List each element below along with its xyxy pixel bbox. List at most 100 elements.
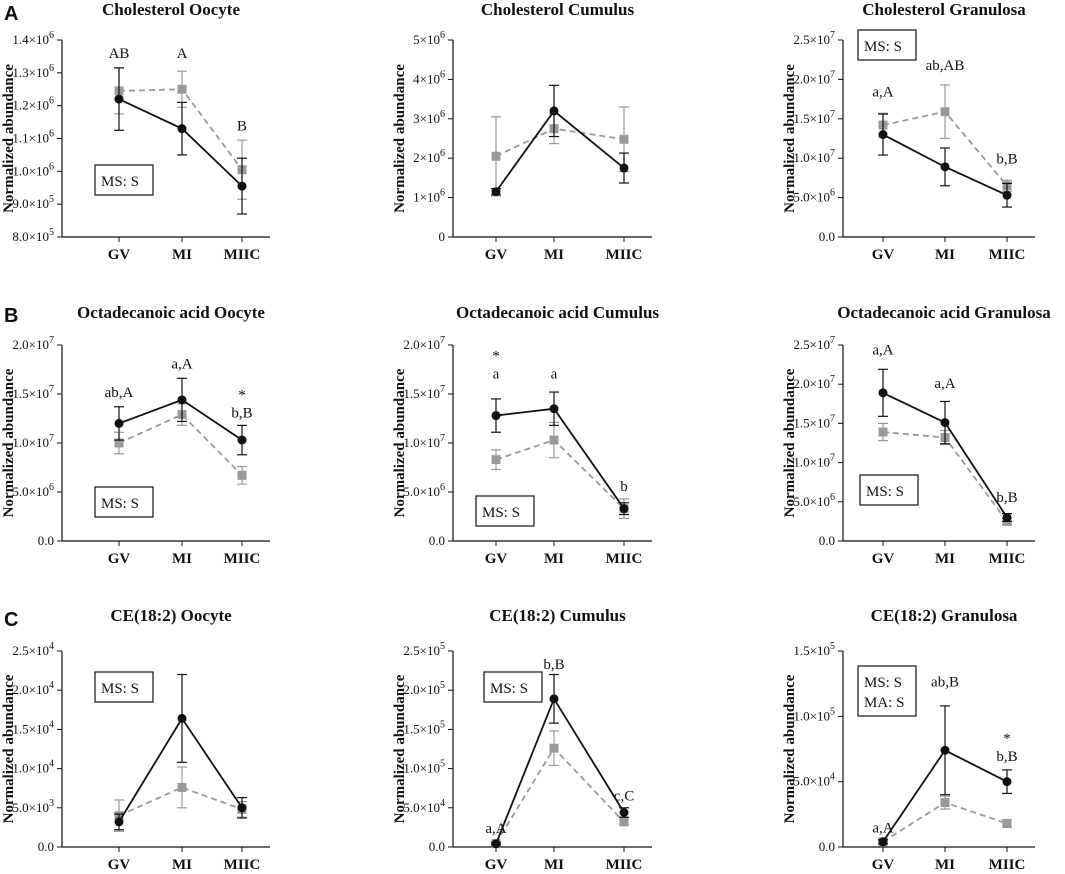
y-tick-label: 5×106 xyxy=(413,30,445,47)
data-point-square xyxy=(491,455,501,465)
significance-label: a,A xyxy=(872,85,893,101)
data-point-circle xyxy=(114,817,124,827)
y-tick-label: 1.0×105 xyxy=(793,706,835,723)
x-tick-label: GV xyxy=(872,247,895,263)
series-line xyxy=(495,109,625,193)
chart-title: Cholesterol Cumulus xyxy=(481,0,635,19)
data-point-circle xyxy=(878,130,888,140)
significance-label: a,A xyxy=(872,821,893,837)
x-tick-label: MIIC xyxy=(989,551,1026,567)
x-tick-label: MIIC xyxy=(989,857,1026,873)
y-tick-label: 0.0 xyxy=(819,839,835,854)
x-tick-label: MI xyxy=(544,247,564,263)
data-point-circle xyxy=(619,808,629,818)
stats-box-label: MS: S xyxy=(101,496,139,512)
y-tick-label: 5.0×104 xyxy=(793,772,835,789)
series-1 xyxy=(491,673,629,849)
y-tick-label: 0.0 xyxy=(38,839,54,854)
x-tick-label: MIIC xyxy=(606,551,643,567)
chart-title: CE(18:2) Cumulus xyxy=(489,606,626,625)
data-point-square xyxy=(177,84,187,94)
x-tick-label: GV xyxy=(485,551,508,567)
data-point-square xyxy=(619,817,629,827)
data-point-circle xyxy=(1002,777,1012,787)
x-tick-label: GV xyxy=(485,247,508,263)
x-tick-label: MI xyxy=(935,857,955,873)
y-tick-label: 1.0×104 xyxy=(12,759,54,776)
y-tick-label: 1.3×106 xyxy=(12,63,54,80)
series-line xyxy=(118,413,243,476)
y-tick-label: 0.0 xyxy=(819,229,835,244)
series-1 xyxy=(878,705,1012,847)
y-tick-label: 1.0×106 xyxy=(12,161,54,178)
significance-label: b xyxy=(620,479,628,495)
y-axis-label: Normalized abundance xyxy=(1,368,17,517)
stats-box xyxy=(475,495,535,527)
data-point-circle xyxy=(878,388,888,398)
data-point-square xyxy=(549,435,559,445)
y-tick-label: 1.4×106 xyxy=(12,30,54,47)
stats-box-label: MA: S xyxy=(864,695,904,711)
data-point-circle xyxy=(549,694,559,704)
y-tick-label: 1.5×104 xyxy=(12,719,54,736)
significance-label: AB xyxy=(109,46,130,62)
stats-box xyxy=(94,486,154,518)
stats-box xyxy=(94,164,154,196)
y-tick-label: 2.5×105 xyxy=(403,641,445,658)
y-axis-label: Normalized abundance xyxy=(392,64,408,213)
stats-box xyxy=(483,671,543,703)
series-line xyxy=(495,407,625,510)
series-1 xyxy=(878,368,1012,523)
data-point-square xyxy=(940,107,950,117)
x-tick-label: MIIC xyxy=(606,857,643,873)
y-tick-label: 1.2×106 xyxy=(12,96,54,113)
significance-label: ab,AB xyxy=(926,58,965,74)
data-point-circle xyxy=(549,404,559,414)
y-tick-label: 2.5×107 xyxy=(793,30,835,47)
data-point-circle xyxy=(549,106,559,116)
chart-panel-7: C CE(18:2) Oocyte Normalized abundance 0.0 5… xyxy=(1,606,270,873)
significance-label: ab,B xyxy=(931,674,959,690)
x-tick-label: MI xyxy=(172,551,192,567)
chart-title: Octadecanoic acid Granulosa xyxy=(837,303,1051,322)
y-axis-label: Normalized abundance xyxy=(1,674,17,823)
data-point-circle xyxy=(237,803,247,813)
y-tick-label: 2×106 xyxy=(413,148,445,165)
data-point-circle xyxy=(940,418,950,428)
stats-box-label: MS: S xyxy=(864,675,902,691)
chart-title: CE(18:2) Oocyte xyxy=(110,606,232,625)
y-axis-label: Normalized abundance xyxy=(782,368,798,517)
data-point-circle xyxy=(177,124,187,134)
chart-panel-6: Octadecanoic acid Granulosa Normalized ab… xyxy=(782,303,1051,567)
y-tick-label: 0.0 xyxy=(38,533,54,548)
chart-title: Cholesterol Oocyte xyxy=(102,0,240,19)
x-tick-label: MI xyxy=(935,551,955,567)
series-2 xyxy=(491,730,629,848)
y-tick-label: 3×106 xyxy=(413,109,445,126)
y-tick-label: 5.0×103 xyxy=(12,798,54,815)
y-axis-label: Normalized abundance xyxy=(392,674,408,823)
series-line xyxy=(118,786,243,817)
significance-label: B xyxy=(237,118,247,134)
data-point-square xyxy=(491,151,501,161)
y-tick-label: 1.0×107 xyxy=(12,433,54,450)
series-2 xyxy=(491,106,629,197)
data-point-circle xyxy=(1002,190,1012,200)
y-tick-label: 1.5×105 xyxy=(793,641,835,658)
y-tick-label: 2.5×107 xyxy=(793,335,835,352)
significance-label: A xyxy=(177,46,188,62)
data-point-circle xyxy=(114,94,124,104)
significance-label: c,C xyxy=(614,789,634,805)
stats-box-label: MS: S xyxy=(482,505,520,521)
y-tick-label: 1.0×107 xyxy=(793,453,835,470)
significance-asterisk: * xyxy=(492,348,500,364)
y-tick-label: 2.0×107 xyxy=(793,69,835,86)
y-tick-label: 2.0×105 xyxy=(403,680,445,697)
significance-label: b,B xyxy=(996,749,1017,765)
stats-box-label: MS: S xyxy=(490,681,528,697)
data-point-circle xyxy=(237,435,247,445)
y-tick-label: 1×106 xyxy=(413,188,445,205)
x-tick-label: GV xyxy=(485,857,508,873)
significance-label: b,B xyxy=(231,406,252,422)
